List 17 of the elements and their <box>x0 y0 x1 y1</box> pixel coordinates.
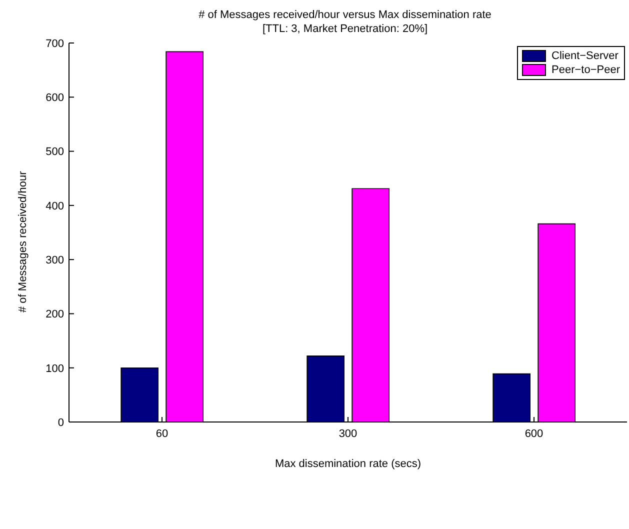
y-tick-label: 500 <box>46 146 64 158</box>
y-tick-label: 200 <box>46 308 64 321</box>
x-tick-label: 60 <box>156 428 168 440</box>
x-axis-title: Max dissemination rate (secs) <box>274 458 422 470</box>
x-tick-label: 600 <box>524 428 544 440</box>
chart-title: # of Messages received/hour versus Max dissemination rate <box>198 8 492 22</box>
y-tick-label: 0 <box>58 416 64 429</box>
chart-subtitle: [TTL: 3, Market Penetration: 20%] <box>261 22 429 36</box>
legend-label: Client−Server <box>552 49 618 63</box>
y-tick-label: 600 <box>46 92 64 104</box>
legend-label: Peer−to−Peer <box>552 63 620 77</box>
y-tick-label: 100 <box>46 362 64 375</box>
y-tick-label: 700 <box>46 38 64 50</box>
y-axis-title: # of Messages received/hour <box>16 170 29 312</box>
y-tick-label: 300 <box>46 254 64 266</box>
x-tick-label: 300 <box>338 428 358 440</box>
y-tick-label: 400 <box>46 200 64 212</box>
